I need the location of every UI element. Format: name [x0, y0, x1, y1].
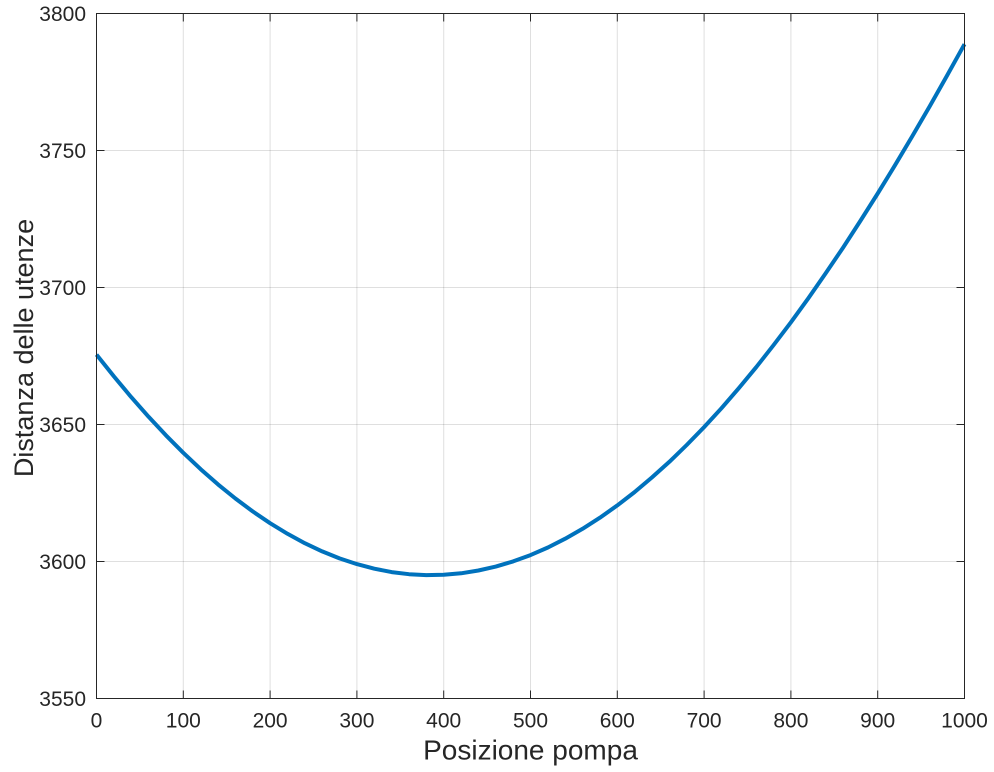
svg-text:0: 0	[91, 710, 103, 733]
svg-text:3700: 3700	[39, 277, 86, 300]
svg-text:Distanza delle utenze: Distanza delle utenze	[9, 219, 39, 477]
svg-text:900: 900	[860, 710, 895, 733]
svg-text:3550: 3550	[39, 688, 86, 711]
svg-text:3800: 3800	[39, 3, 86, 26]
svg-text:Posizione pompa: Posizione pompa	[423, 735, 638, 766]
svg-text:400: 400	[426, 710, 461, 733]
svg-text:700: 700	[687, 710, 722, 733]
svg-text:200: 200	[253, 710, 288, 733]
svg-text:800: 800	[773, 710, 808, 733]
svg-text:500: 500	[513, 710, 548, 733]
svg-text:3600: 3600	[39, 551, 86, 574]
svg-text:3650: 3650	[39, 414, 86, 437]
svg-text:1000: 1000	[941, 710, 988, 733]
svg-text:300: 300	[339, 710, 374, 733]
svg-text:3750: 3750	[39, 140, 86, 163]
svg-text:600: 600	[600, 710, 635, 733]
svg-text:100: 100	[166, 710, 201, 733]
